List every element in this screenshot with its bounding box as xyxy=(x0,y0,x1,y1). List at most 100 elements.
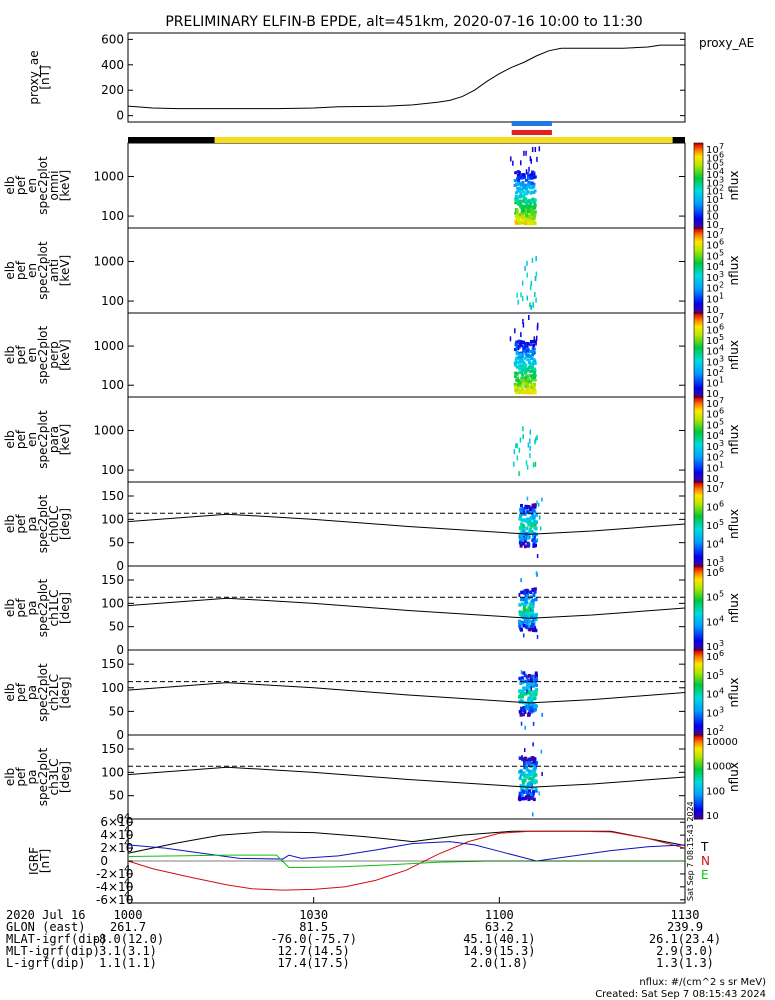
spectrogram-cell xyxy=(527,180,531,184)
spectrogram-cell xyxy=(520,219,524,223)
colorbar-segment xyxy=(694,348,703,352)
colorbar-segment xyxy=(694,302,703,305)
spectrogram-cell xyxy=(515,191,519,195)
colorbar-segment xyxy=(694,735,703,738)
spectrogram-cell xyxy=(519,784,523,788)
spectrogram-cell xyxy=(531,147,534,153)
colorbar-tick-label: 10 xyxy=(706,671,719,682)
colorbar-segment xyxy=(694,798,703,801)
colorbar-tick-label: 10 xyxy=(706,474,719,485)
colorbar-segment xyxy=(694,812,703,816)
spectrogram-cell xyxy=(530,385,534,389)
spectrogram-cell xyxy=(518,379,522,383)
spectrogram-cell xyxy=(520,537,524,541)
colorbar-segment xyxy=(694,399,703,402)
spectrogram-cell xyxy=(535,297,537,303)
colorbar-segment xyxy=(694,213,703,216)
spectrogram-cell xyxy=(531,587,535,592)
spectrogram-cell xyxy=(526,349,530,353)
spectrogram-cell xyxy=(533,503,537,507)
y-axis-label-line: ch0LC xyxy=(47,506,61,543)
spectrogram-cell xyxy=(527,365,531,369)
y-axis-label-line: ch1LC xyxy=(47,590,61,627)
spectrogram-cell xyxy=(525,185,529,189)
spectrogram-cell xyxy=(526,775,530,780)
spectrogram-cell xyxy=(528,204,532,208)
spectrogram-cell xyxy=(526,782,530,787)
colorbar-segment xyxy=(694,334,703,337)
y-axis-label-line: pa xyxy=(25,685,39,700)
colorbar-segment xyxy=(694,652,703,655)
spectrogram-cell xyxy=(523,757,527,761)
spectrogram-cell xyxy=(530,701,534,706)
spectrogram-cell xyxy=(523,539,527,543)
spectrogram-cell xyxy=(529,285,532,291)
y-tick-label: 100 xyxy=(101,596,124,610)
colorbar-segment xyxy=(694,403,703,406)
spectrogram-cell xyxy=(530,786,534,790)
colorbar-segment xyxy=(694,762,703,765)
colorbar-tick-label: 10 xyxy=(706,230,719,241)
colorbar-tick-exponent: 6 xyxy=(719,565,724,574)
colorbar-segment xyxy=(694,570,703,573)
spectrogram-cell xyxy=(524,537,528,541)
colorbar-segment xyxy=(694,308,703,312)
spectrogram-cell xyxy=(526,795,530,800)
spectrogram-cell xyxy=(522,605,526,610)
y-axis-label-line: pef xyxy=(14,345,28,365)
colorbar-segment xyxy=(694,166,703,169)
spectrogram-cell xyxy=(517,339,521,343)
spectrogram-cell xyxy=(534,762,538,766)
spectrogram-cell xyxy=(522,529,526,534)
colorbar-segment xyxy=(694,745,703,749)
colorbar-tick-label: 10 xyxy=(706,251,719,262)
spectrogram-cell xyxy=(533,674,537,679)
y-axis-label-line: spec2plot xyxy=(36,578,50,637)
spectrogram-cell xyxy=(530,357,534,361)
spectrogram-cell xyxy=(519,175,523,179)
colorbar-segment xyxy=(694,306,703,310)
spectrogram-cell xyxy=(521,181,525,185)
colorbar-segment xyxy=(694,802,703,805)
spectrogram-cell xyxy=(513,347,517,351)
colorbar-segment xyxy=(694,673,703,676)
colorbar-segment xyxy=(694,319,703,322)
spectrogram-cell xyxy=(531,779,534,784)
spectrogram-cell xyxy=(519,538,523,543)
spectrogram-cell xyxy=(525,192,529,196)
colorbar-segment xyxy=(694,371,703,375)
spectrogram-cell xyxy=(522,708,526,713)
y-axis-label-line: pa xyxy=(25,517,39,532)
spectrogram-cell xyxy=(518,791,522,796)
colorbar-segment xyxy=(694,603,703,607)
spectrogram-cell xyxy=(529,590,533,595)
spectrogram-cell xyxy=(522,671,526,675)
spectrogram-cell xyxy=(528,343,532,347)
colorbar-segment xyxy=(694,542,703,546)
colorbar-segment xyxy=(694,587,703,590)
science-zone-blue-bar xyxy=(511,121,552,126)
spectrogram-cell xyxy=(509,336,512,342)
colorbar-segment xyxy=(694,626,703,630)
info-row-label: 2020 Jul 16 xyxy=(6,908,85,922)
colorbar-segment xyxy=(694,183,703,186)
colorbar-segment xyxy=(694,473,703,477)
colorbar-segment xyxy=(694,367,703,371)
spectrogram-cell xyxy=(527,772,531,777)
y-tick-label: 2 xyxy=(100,841,108,855)
y-tick-label: 0 xyxy=(116,109,124,123)
spectrogram-cell xyxy=(528,761,532,765)
spectrogram-cell xyxy=(522,712,526,717)
series-line-T xyxy=(127,830,686,854)
spectrogram-cell xyxy=(531,505,535,510)
colorbar-segment xyxy=(694,245,703,248)
spectrogram-cell xyxy=(529,221,533,225)
colorbar-segment xyxy=(694,593,703,596)
spectrogram-cell xyxy=(520,791,524,796)
y-tick-x10: ×10 xyxy=(108,880,133,894)
colorbar-segment xyxy=(694,456,703,460)
info-row-label: MLT-igrf(dip) xyxy=(6,944,100,958)
spectrogram-cell xyxy=(513,361,517,365)
spectrogram-cell xyxy=(533,619,536,624)
colorbar-segment xyxy=(694,338,703,341)
